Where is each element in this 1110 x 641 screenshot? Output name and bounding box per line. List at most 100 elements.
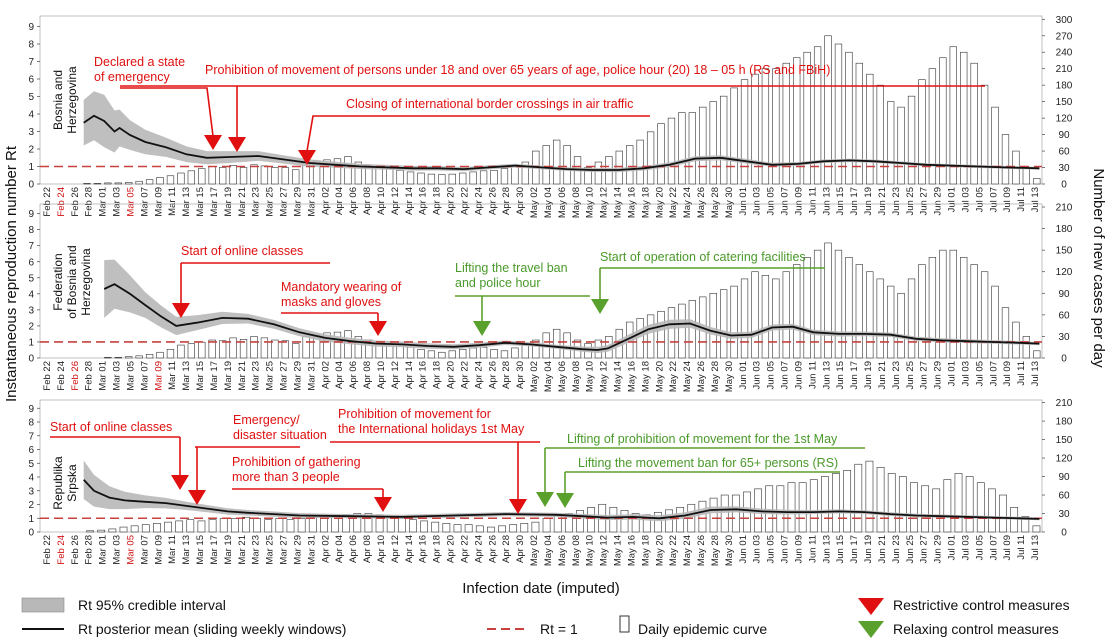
panel-2-ann-4-text-0: Lifting of prohibition of movement for t… [567,432,838,446]
panel-2-date-56: Jun 13 [821,535,832,564]
panel-2-date-52: Jun 05 [766,535,777,564]
panel-0-region-label-1: Herzegovina [65,66,79,134]
panel-0-bar-5 [93,183,102,185]
panel-1-bar-82 [897,292,905,359]
panel-0-bar-87 [949,46,957,185]
panel-1-date-46: May 24 [682,361,693,392]
panel-0-date-41: May 14 [613,187,624,218]
panel-2-date-50: Jun 01 [738,535,749,564]
panel-2-bar-19 [253,518,261,533]
panel-1-date-62: Jun 25 [905,361,916,390]
panel-0-date-40: May 12 [599,187,610,218]
panel-1-date-24: Apr 10 [376,361,387,389]
panel-1-bar-92 [1001,307,1010,359]
panel-2-ann-2-arrow-0 [509,499,527,514]
panel-2-date-9: Mar 11 [167,535,178,564]
panel-2-date-32: Apr 26 [487,535,498,563]
panel-1-bar-78 [855,264,863,359]
panel-1-date-43: May 18 [640,361,651,392]
panel-2-bar-35 [431,521,440,533]
panel-1-date-50: Jun 01 [738,361,749,390]
panel-2-bar-12 [175,520,184,533]
panel-2-date-70: Jul 11 [1016,535,1027,560]
panel-0-bar-85 [928,68,937,185]
panel-0-bar-39 [448,173,456,185]
panel-0-date-8: Mar 09 [153,187,164,217]
panel-0-region-label-0: Bosnia and [51,70,65,130]
panel-2-date-43: May 18 [640,535,651,566]
panel-0-bar-69 [761,68,770,185]
panel-2-date-4: Mar 01 [98,535,109,565]
panel-1-region-label-0: Federation [51,253,65,310]
panel-2-date-59: Jun 19 [863,535,874,564]
panel-1-left-tick-7: 7 [28,241,34,252]
panel-0-date-18: Mar 29 [292,187,303,217]
y-axis-left-title: Instantaneous reproduction number Rt [3,145,20,402]
panel-0-date-50: Jun 01 [738,187,749,216]
legend-restrictive-label: Restrictive control measures [893,597,1070,613]
panel-0-bar-13 [177,172,185,185]
panel-2-bar-44 [531,521,540,533]
panel-0-date-46: May 24 [682,187,693,218]
y-axis-right-title: Number of new cases per day [1090,168,1107,368]
panel-2-bar-53 [631,513,640,533]
panel-2-bar-4 [86,530,94,533]
panel-2-region-label-0: Republika [51,456,65,510]
panel-2-ann-2-text-1: the International holidays 1st May [338,422,525,436]
panel-2-ann-0-arrow-0 [171,475,189,490]
panel-2-date-67: Jul 05 [974,535,985,560]
panel-0-bar-82 [897,106,905,185]
panel-0-ann-2-arrow-0 [298,150,316,165]
panel-0-ann-2-text-0: Closing of international border crossing… [346,97,633,111]
panel-0-bar-33 [386,168,394,185]
panel-0-bar-75 [824,35,832,185]
panel-0-bar-24 [292,169,300,185]
panel-1-bar-87 [949,249,957,359]
panel-1-bar-39 [448,350,456,359]
panel-0-bar-46 [521,161,529,185]
panel-1-right-tick-7: 210 [1056,203,1073,214]
panel-2-date-29: Apr 20 [446,535,457,563]
panel-0-date-10: Mar 13 [181,187,192,217]
panel-1-bar-59 [657,310,665,359]
panel-2-bar-7 [119,526,128,533]
panel-0-date-36: May 04 [543,187,554,218]
panel-2-bar-42 [509,524,518,533]
panel-2-date-30: Apr 22 [459,535,470,563]
panel-0-date-64: Jun 29 [933,187,944,216]
panel-2-date-19: Mar 31 [306,535,317,565]
panel-0-bar-78 [855,62,863,185]
panel-0-date-35: May 02 [529,187,540,218]
panel-1-bar-76 [834,249,843,359]
panel-1-right-tick-4: 120 [1056,267,1073,278]
panel-0-ann-1-arrow-0 [228,137,246,152]
panel-2-date-6: Mar 05 [125,535,136,565]
panel-0-bar-6 [104,182,112,185]
panel-1-bar-25 [302,336,310,359]
panel-0-bar-50 [563,145,571,185]
panel-0-date-15: Mar 23 [251,187,262,217]
panel-1-bar-27 [323,332,331,359]
panel-2-date-18: Mar 29 [292,535,303,565]
panel-0-bar-81 [887,101,895,185]
panel-2-date-37: May 06 [557,535,568,566]
panel-2-bar-24 [308,516,317,533]
panel-2-date-48: May 28 [710,535,721,566]
panel-2-date-58: Jun 17 [849,535,860,564]
panel-1-bar-6 [104,356,112,359]
panel-2-bar-16 [219,518,228,533]
panel-2-ann-3-text-1: more than 3 people [232,470,340,484]
panel-0-date-45: May 22 [668,187,679,218]
panel-1-bar-58 [646,314,655,359]
legend-mean-label: Rt posterior mean (sliding weekly window… [78,621,346,637]
panel-0-bar-58 [646,131,655,185]
panel-1-right-tick-0: 0 [1061,354,1067,365]
panel-2-right-tick-7: 210 [1056,398,1073,409]
panel-2-left-tick-0: 0 [28,528,34,539]
panel-1-bar-45 [511,347,519,359]
panel-0-date-4: Mar 01 [98,187,109,217]
panel-0-bar-52 [584,167,592,185]
legend-ci-label: Rt 95% credible interval [78,597,226,613]
panel-0-right-tick-6: 180 [1056,81,1073,92]
panel-0-bar-83 [907,95,916,185]
